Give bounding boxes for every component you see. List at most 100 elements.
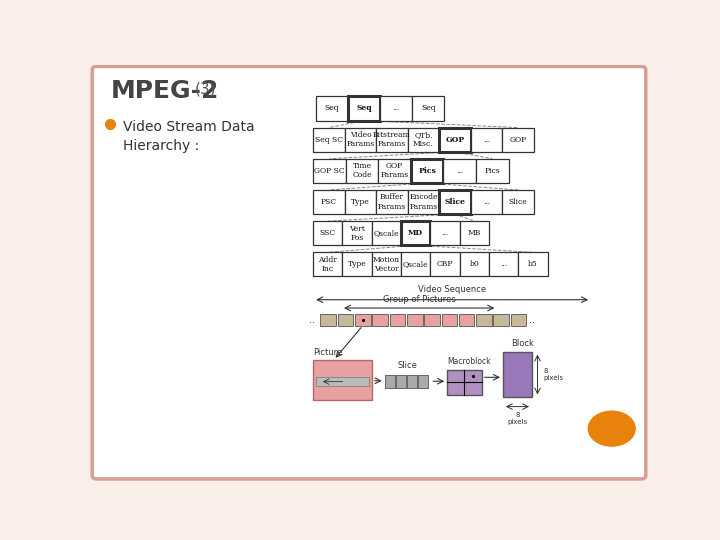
Text: Group of Pictures: Group of Pictures — [383, 295, 456, 304]
Text: MD: MD — [408, 229, 423, 237]
Text: ...: ... — [392, 104, 400, 112]
Bar — [459, 314, 474, 326]
Text: ...: ... — [500, 260, 507, 268]
Text: (3): (3) — [195, 82, 217, 97]
Bar — [431, 221, 459, 245]
Bar — [376, 190, 408, 214]
Bar — [401, 221, 431, 245]
Bar — [444, 159, 476, 183]
Text: Seq: Seq — [421, 104, 436, 112]
Text: Time
Code: Time Code — [352, 162, 372, 179]
Text: SSC: SSC — [320, 229, 336, 237]
Text: Bitstream
Params: Bitstream Params — [373, 131, 411, 148]
Text: Macroblock: Macroblock — [447, 357, 491, 366]
Bar — [380, 97, 413, 120]
Text: Slice: Slice — [397, 361, 417, 370]
Text: Qscale: Qscale — [374, 229, 400, 237]
Bar — [313, 159, 346, 183]
Text: Picture: Picture — [313, 348, 343, 357]
Text: b5: b5 — [528, 260, 538, 268]
Text: Pics: Pics — [485, 167, 500, 175]
Bar — [320, 314, 336, 326]
Bar — [471, 190, 502, 214]
Bar — [338, 314, 354, 326]
Bar — [372, 314, 388, 326]
Text: Seq: Seq — [325, 104, 339, 112]
Bar — [313, 221, 343, 245]
Text: Video
Params: Video Params — [346, 131, 374, 148]
Text: Addr
Inc: Addr Inc — [318, 256, 337, 273]
Bar — [348, 97, 380, 120]
Text: ..: .. — [309, 315, 315, 325]
Bar — [431, 252, 459, 276]
Text: Seq SC: Seq SC — [315, 136, 343, 144]
Bar — [411, 159, 444, 183]
Bar — [384, 375, 395, 388]
Bar — [439, 127, 471, 152]
Text: ...: ... — [483, 136, 490, 144]
Bar — [376, 127, 408, 152]
Bar — [372, 221, 401, 245]
Bar — [489, 252, 518, 276]
Text: MB: MB — [467, 229, 481, 237]
Text: Seq: Seq — [356, 104, 372, 112]
Bar — [401, 252, 431, 276]
Bar — [313, 190, 345, 214]
Bar — [343, 252, 372, 276]
Bar — [510, 314, 526, 326]
Text: b0: b0 — [469, 260, 480, 268]
Bar — [407, 375, 417, 388]
Bar — [502, 127, 534, 152]
Text: Vert
Pos: Vert Pos — [349, 225, 365, 242]
Text: ...: ... — [483, 198, 490, 206]
Bar — [503, 352, 532, 397]
Bar — [408, 127, 439, 152]
Text: GOP: GOP — [509, 136, 526, 144]
Bar — [313, 360, 372, 400]
Bar — [502, 190, 534, 214]
Text: Video Stream Data
Hierarchy :: Video Stream Data Hierarchy : — [124, 120, 255, 153]
Bar — [424, 314, 440, 326]
Bar — [316, 97, 348, 120]
Text: QTb.
Misc.: QTb. Misc. — [413, 131, 433, 148]
Bar — [447, 369, 482, 395]
Text: Slice: Slice — [508, 198, 527, 206]
Text: 8
pixels: 8 pixels — [508, 411, 528, 424]
Text: Motion
Vector: Motion Vector — [373, 256, 400, 273]
Text: GOP
Params: GOP Params — [380, 162, 409, 179]
Bar — [345, 190, 376, 214]
Bar — [355, 314, 371, 326]
Circle shape — [588, 411, 635, 446]
Bar — [493, 314, 509, 326]
Bar — [346, 159, 378, 183]
Bar — [439, 190, 471, 214]
Text: PSC: PSC — [321, 198, 337, 206]
Bar — [476, 314, 492, 326]
Bar — [390, 314, 405, 326]
Text: ...: ... — [456, 167, 463, 175]
Text: ..: .. — [529, 315, 536, 325]
Text: GOP SC: GOP SC — [314, 167, 345, 175]
Text: GOP: GOP — [445, 136, 464, 144]
Text: Slice: Slice — [444, 198, 465, 206]
Text: 8
pixels: 8 pixels — [543, 368, 563, 381]
Bar — [407, 314, 423, 326]
Bar — [396, 375, 406, 388]
Bar — [313, 252, 343, 276]
Bar — [418, 375, 428, 388]
Bar — [313, 127, 345, 152]
Bar — [343, 221, 372, 245]
FancyBboxPatch shape — [92, 66, 646, 479]
Text: Encode
Params: Encode Params — [409, 193, 438, 211]
Text: ...: ... — [441, 229, 449, 237]
Text: Pics: Pics — [418, 167, 436, 175]
Bar — [459, 221, 489, 245]
Text: MPEG-2: MPEG-2 — [111, 79, 220, 103]
Bar — [471, 127, 502, 152]
Text: Qscale: Qscale — [403, 260, 428, 268]
Text: Type: Type — [351, 198, 370, 206]
Bar — [378, 159, 411, 183]
Bar — [441, 314, 457, 326]
Bar — [413, 97, 444, 120]
Bar — [518, 252, 547, 276]
